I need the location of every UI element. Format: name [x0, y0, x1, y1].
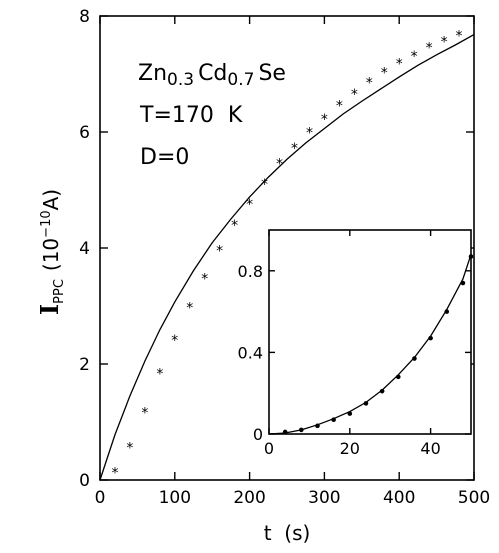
- data-point: *: [351, 87, 358, 103]
- composition-zn-sub: 0.3: [167, 70, 194, 90]
- diffusion-label: D=0: [140, 145, 189, 170]
- inset-fit-curve-layer: [268, 254, 472, 435]
- data-point: *: [276, 157, 283, 173]
- data-point: *: [126, 440, 133, 456]
- data-point: *: [336, 99, 343, 115]
- x-axis-title: t (s): [264, 521, 311, 545]
- data-point: [460, 280, 466, 286]
- data-point: *: [201, 272, 208, 288]
- data-point: *: [426, 41, 433, 57]
- data-point: [299, 427, 304, 433]
- fit-curve: [99, 33, 475, 481]
- data-point: [428, 335, 433, 341]
- data-point: *: [156, 367, 163, 383]
- inset-data-markers: [282, 254, 474, 435]
- y-axis-title-exp: −10: [39, 210, 54, 237]
- inset-axis-ticks: 0 20 40 0 0.4 0.8: [238, 230, 471, 458]
- y-tick-label: 6: [79, 123, 90, 143]
- data-point: *: [231, 218, 238, 234]
- data-point: [315, 423, 320, 429]
- y-tick-label: 0: [253, 425, 263, 444]
- data-point: [347, 411, 353, 416]
- temperature-label: T=170 K: [139, 103, 243, 128]
- data-point: [395, 374, 401, 380]
- y-axis-title-unit-tail: A): [39, 189, 63, 210]
- data-point: *: [171, 333, 178, 349]
- data-point: [379, 388, 385, 394]
- data-point: *: [396, 56, 403, 72]
- x-tick-label: 20: [340, 439, 360, 458]
- data-point: *: [441, 34, 448, 50]
- x-tick-label: 100: [159, 488, 191, 508]
- data-point: [363, 401, 369, 406]
- y-axis-title-main: I: [35, 304, 64, 315]
- x-tick-label: 40: [420, 439, 440, 458]
- data-point: [282, 429, 288, 435]
- y-tick-label: 0.8: [238, 262, 263, 281]
- data-point: [412, 356, 417, 361]
- data-point: [331, 417, 336, 423]
- y-tick-label: 8: [79, 7, 90, 27]
- x-tick-label: 300: [308, 488, 340, 508]
- composition-se: Se: [258, 61, 286, 86]
- main-fit-curve-layer: [99, 33, 475, 481]
- x-tick-label: 0: [264, 439, 274, 458]
- y-axis-title-units: (10: [39, 238, 63, 271]
- data-point: [444, 309, 450, 314]
- y-axis-title: IPPC (10−10A): [35, 189, 67, 315]
- y-tick-label: 4: [79, 239, 90, 259]
- fit-curve: [268, 254, 472, 435]
- x-tick-label: 200: [233, 488, 265, 508]
- composition-label: Zn0.3 Cd0.7 Se: [138, 61, 286, 90]
- data-point: *: [261, 177, 268, 193]
- data-point: *: [306, 125, 313, 141]
- y-axis-title-sub: PPC: [52, 279, 67, 304]
- x-tick-label: 500: [458, 488, 490, 508]
- data-point: *: [216, 244, 223, 260]
- inset-plot-frame: [268, 229, 472, 435]
- data-point: *: [411, 49, 418, 65]
- y-tick-label: 0.4: [238, 343, 263, 362]
- y-tick-label: 0: [79, 471, 90, 491]
- x-tick-label: 400: [383, 488, 415, 508]
- data-point: *: [321, 112, 328, 128]
- x-tick-label: 0: [95, 488, 106, 508]
- y-tick-label: 2: [79, 355, 90, 375]
- data-point: *: [186, 301, 193, 317]
- composition-cd: Cd: [198, 61, 227, 86]
- data-point: *: [291, 141, 298, 157]
- data-point: *: [246, 197, 253, 213]
- data-point: *: [381, 66, 388, 82]
- data-point: [468, 254, 474, 259]
- data-point: *: [456, 29, 463, 45]
- data-point: *: [141, 406, 148, 422]
- composition-zn: Zn: [138, 61, 167, 86]
- composition-cd-sub: 0.7: [227, 70, 254, 90]
- data-point: *: [111, 465, 118, 481]
- main-data-markers: * * * * * * * * * * * * * * * * * * * * * * * *: [111, 29, 462, 482]
- data-point: *: [366, 76, 373, 92]
